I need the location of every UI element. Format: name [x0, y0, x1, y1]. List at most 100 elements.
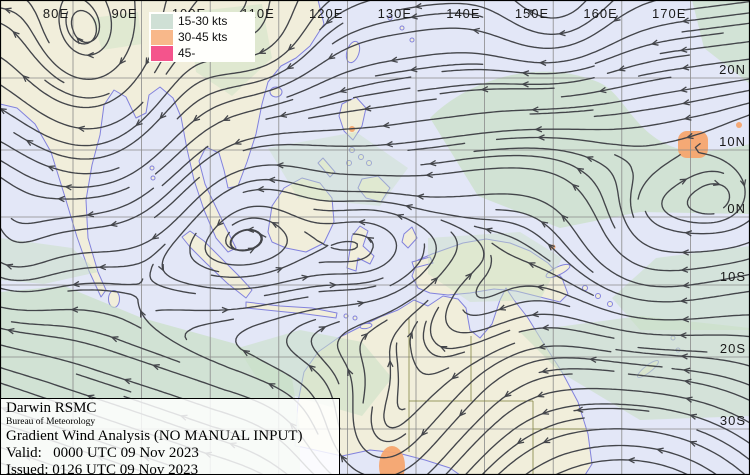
flow-arrowhead	[536, 391, 545, 398]
streamline	[383, 299, 516, 429]
land-shape	[245, 301, 338, 319]
flow-arrowhead	[571, 183, 580, 191]
streamline	[184, 318, 235, 341]
flow-arrowhead	[347, 368, 354, 377]
wind-shading-15-30	[692, 0, 750, 84]
streamline	[491, 242, 594, 296]
valid-time: Valid: 0000 UTC 09 Nov 2023	[6, 445, 199, 461]
axis-labels-layer: 80E90E100E110E120E130E140E150E160E170E20…	[43, 6, 746, 428]
flow-arrowhead	[222, 114, 231, 121]
flow-arrowhead	[739, 179, 747, 188]
lat-label: 20S	[720, 341, 746, 356]
flow-arrowhead	[680, 266, 689, 273]
flow-arrowhead	[275, 266, 284, 274]
island-shape	[149, 165, 155, 171]
flow-arrowhead	[64, 184, 73, 191]
island-shape	[595, 293, 601, 299]
streamline	[480, 417, 585, 475]
streamline	[331, 12, 484, 45]
flow-arrowhead	[285, 62, 294, 70]
streamline	[0, 243, 166, 282]
streamline	[330, 240, 358, 251]
wind-shading-30-45	[736, 122, 742, 128]
flow-arrowhead	[25, 139, 34, 146]
streamline	[627, 373, 750, 402]
flow-arrowhead	[684, 230, 693, 237]
island-shape	[387, 15, 393, 21]
flow-arrowhead	[110, 336, 119, 343]
streamline	[683, 0, 750, 11]
flow-arrowhead	[307, 364, 316, 372]
flow-arrowhead	[497, 304, 507, 311]
flow-arrowhead	[360, 332, 369, 340]
flow-arrowhead	[537, 343, 546, 350]
streamline	[0, 0, 136, 80]
streamline	[13, 0, 332, 160]
streamline	[681, 22, 750, 33]
streamline	[176, 22, 344, 120]
streamline	[422, 320, 466, 358]
island-shape	[399, 25, 405, 31]
flow-arrowhead	[6, 327, 15, 335]
island-shape	[358, 154, 364, 160]
streamline	[614, 154, 635, 218]
flow-arrowhead	[233, 138, 242, 145]
lon-label: 120E	[309, 6, 343, 21]
flow-arrowhead	[140, 309, 146, 318]
flow-arrowhead	[598, 86, 607, 94]
streamline	[0, 0, 300, 147]
flow-arrowhead	[325, 17, 333, 25]
flow-arrowhead	[521, 70, 530, 77]
streamline	[441, 65, 595, 75]
flow-arrowhead	[406, 330, 414, 339]
lon-label: 130E	[378, 6, 412, 21]
product-title: Gradient Wind Analysis (NO MANUAL INPUT)	[6, 428, 303, 444]
streamline	[235, 208, 663, 475]
island-shape	[366, 160, 372, 166]
flow-arrowhead	[301, 274, 310, 282]
flow-arrowhead	[109, 220, 118, 228]
lon-label: 140E	[446, 6, 480, 21]
agency-subtitle: Bureau of Meteorology	[6, 417, 96, 427]
streamline	[686, 183, 731, 215]
flow-arrowhead	[246, 226, 255, 234]
streamline	[154, 98, 294, 175]
flow-arrowhead	[270, 221, 279, 229]
flow-arrowhead	[542, 437, 551, 444]
flow-arrowhead	[540, 221, 549, 228]
streamline	[336, 231, 612, 459]
streamline	[308, 98, 437, 119]
issued-time: Issued: 0126 UTC 09 Nov 2023	[6, 462, 199, 475]
flow-arrowhead	[157, 263, 165, 272]
streamline	[671, 367, 750, 387]
streamline	[637, 58, 750, 77]
flow-arrowhead	[381, 122, 390, 129]
streamline	[263, 277, 384, 297]
flow-arrowhead	[327, 52, 336, 60]
flow-arrowhead	[123, 378, 132, 385]
legend-row: 30-45 kts	[151, 29, 253, 45]
flow-arrowhead	[465, 272, 473, 280]
flow-arrowhead	[395, 213, 404, 220]
wind-speed-legend: 15-30 kts 30-45 kts 45-	[149, 12, 255, 62]
flow-arrowhead	[530, 311, 539, 318]
streamline	[440, 219, 750, 338]
flow-arrowhead	[118, 57, 126, 65]
flow-arrowhead	[77, 125, 85, 133]
flow-arrowhead	[318, 326, 327, 333]
streamline	[518, 327, 615, 339]
flow-arrowhead	[416, 193, 425, 200]
flow-arrowhead	[387, 359, 394, 368]
lat-label: 10S	[720, 269, 746, 284]
lon-label: 80E	[43, 6, 69, 21]
flow-arrowhead	[256, 185, 265, 193]
lat-label: 30S	[720, 413, 746, 428]
streamline	[473, 225, 551, 262]
island-shape	[607, 301, 613, 307]
flow-arrowhead	[540, 367, 549, 374]
flow-arrowhead	[681, 17, 690, 24]
streamline	[0, 78, 750, 244]
flow-arrowhead	[503, 390, 512, 398]
streamline	[75, 373, 132, 393]
